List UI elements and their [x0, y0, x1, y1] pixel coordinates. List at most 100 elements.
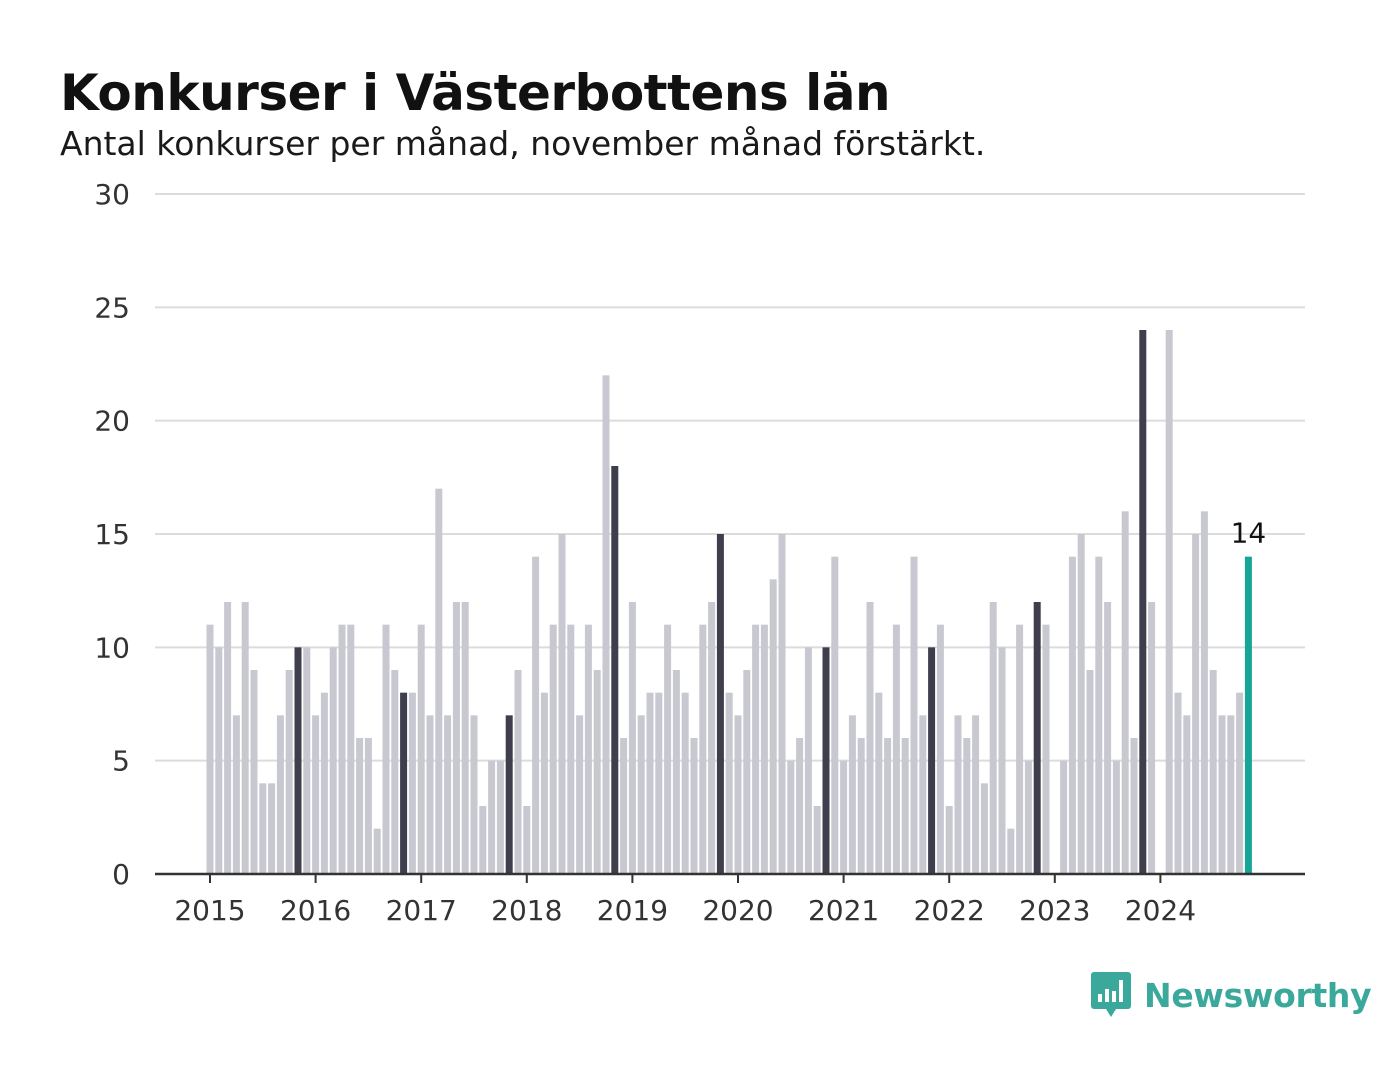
bar — [514, 670, 522, 874]
bar — [910, 556, 918, 874]
bar — [1130, 738, 1138, 874]
y-tick-label: 20 — [94, 405, 130, 438]
bar — [681, 692, 689, 874]
bar — [637, 715, 645, 874]
data-label: 14 — [1231, 517, 1267, 550]
bar — [470, 715, 478, 874]
y-tick-label: 0 — [112, 858, 130, 891]
bar-november — [716, 534, 724, 874]
y-axis-ticks: 0 5 10 15 20 25 30 — [94, 178, 130, 891]
bar — [787, 760, 795, 874]
bar — [1174, 692, 1182, 874]
bar — [356, 738, 364, 874]
bar — [963, 738, 971, 874]
bar — [778, 534, 786, 874]
bar — [734, 715, 742, 874]
bar — [892, 624, 900, 874]
bar-november — [1033, 602, 1041, 874]
bar-november — [294, 647, 302, 874]
gridlines — [155, 193, 1305, 762]
bar — [1024, 760, 1032, 874]
bar — [567, 624, 575, 874]
bar — [1227, 715, 1235, 874]
bar-november — [611, 466, 619, 874]
bar — [1148, 602, 1156, 874]
bar-november — [505, 715, 513, 874]
bar — [593, 670, 601, 874]
bar — [215, 647, 223, 874]
y-tick-label: 30 — [94, 178, 130, 211]
bar — [1183, 715, 1191, 874]
chart-subtitle: Antal konkurser per månad, november måna… — [60, 124, 986, 163]
bar — [620, 738, 628, 874]
bar — [488, 760, 496, 874]
bar — [602, 375, 610, 874]
bar — [268, 783, 276, 874]
bar — [875, 692, 883, 874]
bar — [452, 602, 460, 874]
bar — [303, 647, 311, 874]
bar — [576, 715, 584, 874]
bar — [998, 647, 1006, 874]
bar — [919, 715, 927, 874]
bar-november — [822, 647, 830, 874]
y-tick-label: 15 — [94, 518, 130, 551]
bars — [206, 330, 1252, 874]
bar — [1236, 692, 1244, 874]
bar — [373, 828, 381, 874]
bar — [417, 624, 425, 874]
bar — [980, 783, 988, 874]
x-tick-label: 2016 — [280, 894, 351, 927]
bar — [840, 760, 848, 874]
x-tick-label: 2019 — [597, 894, 668, 927]
bar — [901, 738, 909, 874]
bar — [628, 602, 636, 874]
bar — [672, 670, 680, 874]
bar — [391, 670, 399, 874]
chart-title: Konkurser i Västerbottens län — [60, 64, 891, 122]
bar — [1060, 760, 1068, 874]
bar — [1068, 556, 1076, 874]
bar — [276, 715, 284, 874]
bar — [945, 806, 953, 874]
bar — [1209, 670, 1217, 874]
bar — [1165, 330, 1173, 874]
bar — [435, 488, 443, 874]
x-tick-label: 2022 — [914, 894, 985, 927]
bar — [408, 692, 416, 874]
bar — [708, 602, 716, 874]
bar — [338, 624, 346, 874]
bar — [884, 738, 892, 874]
bar — [259, 783, 267, 874]
bar — [831, 556, 839, 874]
bar — [347, 624, 355, 874]
y-tick-label: 10 — [94, 631, 130, 664]
bar — [699, 624, 707, 874]
y-tick-label: 25 — [94, 291, 130, 324]
bar — [479, 806, 487, 874]
bar — [584, 624, 592, 874]
brand-name: Newsworthy — [1144, 975, 1372, 1015]
annotations: 14 — [1231, 517, 1267, 550]
bar — [285, 670, 293, 874]
bar — [796, 738, 804, 874]
bar — [866, 602, 874, 874]
bar-november — [928, 647, 936, 874]
x-tick-label: 2017 — [386, 894, 457, 927]
bar — [1112, 760, 1120, 874]
bar — [523, 806, 531, 874]
bar — [364, 738, 372, 874]
bar — [1218, 715, 1226, 874]
bar — [1086, 670, 1094, 874]
bar — [857, 738, 865, 874]
bar — [232, 715, 240, 874]
bar — [241, 602, 249, 874]
bar — [382, 624, 390, 874]
bar — [954, 715, 962, 874]
bar — [1121, 511, 1129, 874]
bar — [426, 715, 434, 874]
bar — [1016, 624, 1024, 874]
bar — [1007, 828, 1015, 874]
bar — [769, 579, 777, 874]
x-tick-label: 2024 — [1125, 894, 1196, 927]
